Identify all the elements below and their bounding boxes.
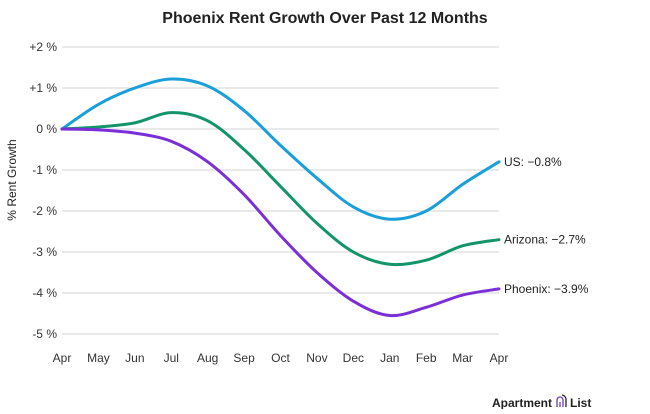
x-tick-label: Mar bbox=[452, 351, 473, 365]
x-tick-label: Nov bbox=[306, 351, 327, 365]
x-tick-label: Apr bbox=[490, 351, 509, 365]
x-tick-label: Feb bbox=[416, 351, 437, 365]
y-tick-label: 0 % bbox=[36, 122, 57, 136]
logo-text-left: Apartment bbox=[492, 396, 552, 409]
y-tick-label: +2 % bbox=[29, 40, 57, 54]
x-tick-label: Apr bbox=[53, 351, 72, 365]
series-label-phoenix: Phoenix: −3.9% bbox=[504, 282, 589, 296]
x-tick-label: Jun bbox=[125, 351, 144, 365]
series-line-phoenix bbox=[60, 127, 501, 318]
x-tick-label: Oct bbox=[271, 351, 290, 365]
series-label-arizona: Arizona: −2.7% bbox=[504, 233, 586, 247]
y-tick-label: -3 % bbox=[32, 245, 57, 259]
y-axis-label: % Rent Growth bbox=[5, 139, 19, 220]
apartment-list-logo: Apartment List bbox=[492, 394, 591, 410]
series-label-us: US: −0.8% bbox=[504, 155, 562, 169]
y-tick-label: +1 % bbox=[29, 81, 57, 95]
y-tick-label: -1 % bbox=[32, 163, 57, 177]
x-tick-label: Jul bbox=[164, 351, 179, 365]
series-line-arizona bbox=[60, 111, 501, 267]
chart-title: Phoenix Rent Growth Over Past 12 Months bbox=[162, 10, 487, 27]
y-tick-label: -5 % bbox=[32, 327, 57, 341]
x-tick-label: Sep bbox=[233, 351, 255, 365]
x-tick-label: Dec bbox=[343, 351, 364, 365]
logo-mark-icon bbox=[556, 394, 567, 407]
x-tick-label: Aug bbox=[197, 351, 218, 365]
y-tick-label: -2 % bbox=[32, 204, 57, 218]
logo-text-right: List bbox=[570, 396, 591, 409]
x-tick-label: May bbox=[87, 351, 110, 365]
y-tick-label: -4 % bbox=[32, 286, 57, 300]
x-tick-label: Jan bbox=[380, 351, 399, 365]
series-line-us bbox=[60, 77, 501, 221]
